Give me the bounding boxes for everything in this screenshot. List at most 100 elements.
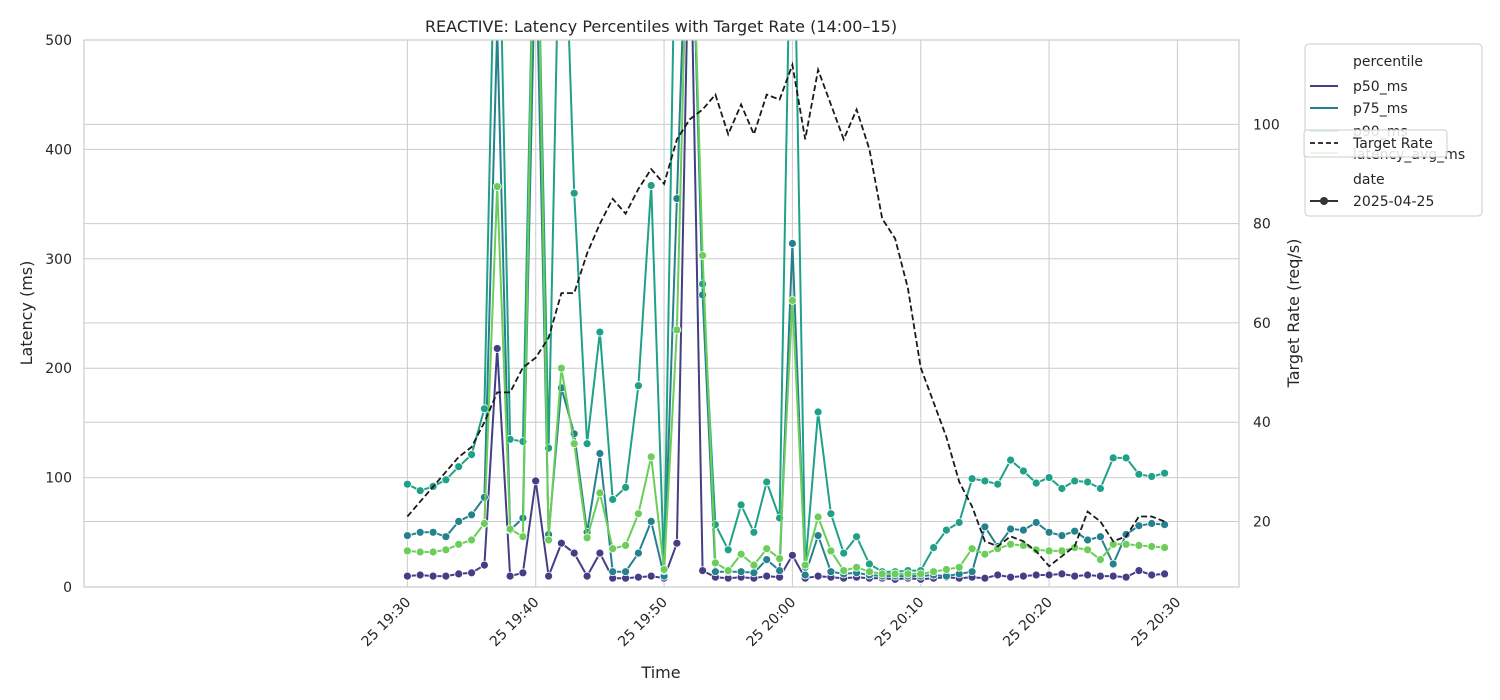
data-point-p50-ms bbox=[698, 566, 707, 575]
data-point-latency-avg-ms bbox=[646, 452, 656, 462]
data-point-p75-ms bbox=[1147, 519, 1157, 528]
target-rate-legend-box bbox=[1303, 129, 1448, 158]
data-point-p50-ms bbox=[582, 571, 592, 581]
data-point-latency-avg-ms bbox=[415, 547, 425, 557]
data-point-p50-ms bbox=[672, 538, 682, 548]
data-point-latency-avg-ms bbox=[1006, 539, 1015, 549]
data-point-latency-avg-ms bbox=[454, 539, 464, 549]
data-point-latency-avg-ms bbox=[595, 488, 605, 498]
x-tick-label: 25 20:00 bbox=[744, 595, 800, 651]
data-point-p90-ms bbox=[826, 509, 836, 519]
data-point-p75-ms bbox=[1044, 527, 1054, 537]
data-point-p90-ms bbox=[1083, 477, 1092, 487]
data-point-latency-avg-ms bbox=[954, 562, 964, 572]
data-point-latency-avg-ms bbox=[711, 558, 720, 568]
data-point-p90-ms bbox=[544, 443, 553, 453]
y2-tick-label: 40 bbox=[1253, 415, 1271, 431]
data-point-p75-ms bbox=[1019, 525, 1028, 535]
data-point-p90-ms bbox=[441, 475, 451, 485]
data-point-p90-ms bbox=[865, 559, 874, 569]
data-point-latency-avg-ms bbox=[839, 566, 849, 575]
data-point-p75-ms bbox=[634, 548, 643, 558]
data-point-p90-ms bbox=[954, 518, 964, 527]
data-point-latency-avg-ms bbox=[1121, 539, 1131, 549]
y2-tick-label: 20 bbox=[1253, 514, 1271, 530]
data-point-p90-ms bbox=[1044, 473, 1054, 483]
data-point-p75-ms bbox=[621, 567, 630, 577]
y2-axis-title: Target Rate (req/s) bbox=[1284, 239, 1303, 389]
data-point-p50-ms bbox=[1019, 571, 1028, 581]
data-point-latency-avg-ms bbox=[967, 544, 977, 554]
data-point-p75-ms bbox=[1096, 532, 1105, 542]
data-point-p50-ms bbox=[544, 571, 553, 581]
data-point-latency-avg-ms bbox=[852, 562, 861, 572]
data-point-p50-ms bbox=[993, 570, 1003, 580]
data-point-p75-ms bbox=[1108, 559, 1118, 569]
data-point-latency-avg-ms bbox=[877, 569, 887, 579]
plot-frame bbox=[83, 39, 1240, 588]
data-point-p50-ms bbox=[595, 548, 605, 558]
y-axis-title: Latency (ms) bbox=[17, 261, 36, 366]
target-rate-line bbox=[406, 61, 1165, 568]
x-tick-label: 25 19:40 bbox=[487, 595, 543, 651]
data-point-p90-ms bbox=[454, 462, 464, 472]
data-point-latency-avg-ms bbox=[1031, 545, 1041, 555]
data-point-p50-ms bbox=[467, 568, 477, 578]
y2-tick-label: 100 bbox=[1253, 117, 1280, 133]
data-point-p90-ms bbox=[993, 479, 1003, 489]
data-point-p75-ms bbox=[775, 566, 784, 575]
data-point-p50-ms bbox=[428, 571, 438, 581]
data-point-p50-ms bbox=[788, 550, 797, 560]
data-point-latency-avg-ms bbox=[634, 509, 643, 519]
data-point-p90-ms bbox=[608, 495, 618, 504]
data-point-latency-avg-ms bbox=[1070, 543, 1080, 552]
data-point-latency-avg-ms bbox=[479, 519, 489, 528]
data-point-p50-ms bbox=[402, 571, 412, 581]
data-point-latency-avg-ms bbox=[929, 567, 938, 577]
legend-item-date: 2025-04-25 bbox=[1353, 194, 1434, 210]
data-point-p50-ms bbox=[492, 344, 502, 353]
data-point-latency-avg-ms bbox=[775, 554, 784, 563]
data-point-latency-avg-ms bbox=[1083, 545, 1092, 555]
data-point-p50-ms bbox=[1044, 570, 1054, 580]
data-point-p50-ms bbox=[813, 571, 823, 581]
x-tick-label: 25 20:30 bbox=[1129, 595, 1185, 651]
data-point-p50-ms bbox=[1108, 571, 1118, 581]
data-point-p50-ms bbox=[505, 571, 515, 581]
target-rate-legend: Target Rate bbox=[1303, 129, 1448, 158]
y2-tick-label: 60 bbox=[1253, 316, 1271, 332]
data-point-latency-avg-ms bbox=[402, 546, 412, 556]
data-point-latency-avg-ms bbox=[428, 547, 438, 557]
x-tick-label: 25 19:30 bbox=[359, 595, 415, 651]
data-point-latency-avg-ms bbox=[608, 544, 618, 554]
data-point-latency-avg-ms bbox=[518, 532, 528, 542]
data-point-p50-ms bbox=[518, 568, 528, 578]
data-point-p90-ms bbox=[1134, 469, 1144, 479]
data-point-p75-ms bbox=[467, 510, 477, 520]
data-point-latency-avg-ms bbox=[621, 541, 630, 550]
data-point-latency-avg-ms bbox=[544, 535, 553, 545]
data-point-latency-avg-ms bbox=[993, 544, 1003, 554]
data-point-latency-avg-ms bbox=[736, 549, 746, 559]
data-point-p50-ms bbox=[1121, 572, 1131, 582]
data-point-p75-ms bbox=[788, 239, 797, 248]
x-tick-label: 25 20:10 bbox=[872, 595, 928, 651]
data-point-latency-avg-ms bbox=[659, 565, 669, 574]
data-point-p90-ms bbox=[582, 439, 592, 449]
legend-item-target-rate: Target Rate bbox=[1352, 136, 1433, 152]
data-point-p75-ms bbox=[608, 567, 618, 577]
data-point-p90-ms bbox=[518, 437, 528, 446]
data-point-p50-ms bbox=[1134, 566, 1144, 575]
data-point-latency-avg-ms bbox=[813, 512, 823, 522]
data-point-p50-ms bbox=[1006, 572, 1015, 582]
data-point-p90-ms bbox=[711, 520, 720, 529]
data-point-p90-ms bbox=[852, 532, 861, 542]
data-point-p90-ms bbox=[595, 327, 605, 337]
data-point-latency-avg-ms bbox=[800, 560, 810, 570]
data-point-latency-avg-ms bbox=[749, 560, 759, 570]
data-point-p90-ms bbox=[839, 548, 849, 558]
data-point-p50-ms bbox=[1031, 570, 1041, 580]
data-point-p75-ms bbox=[980, 522, 990, 532]
data-point-p75-ms bbox=[1031, 518, 1041, 527]
